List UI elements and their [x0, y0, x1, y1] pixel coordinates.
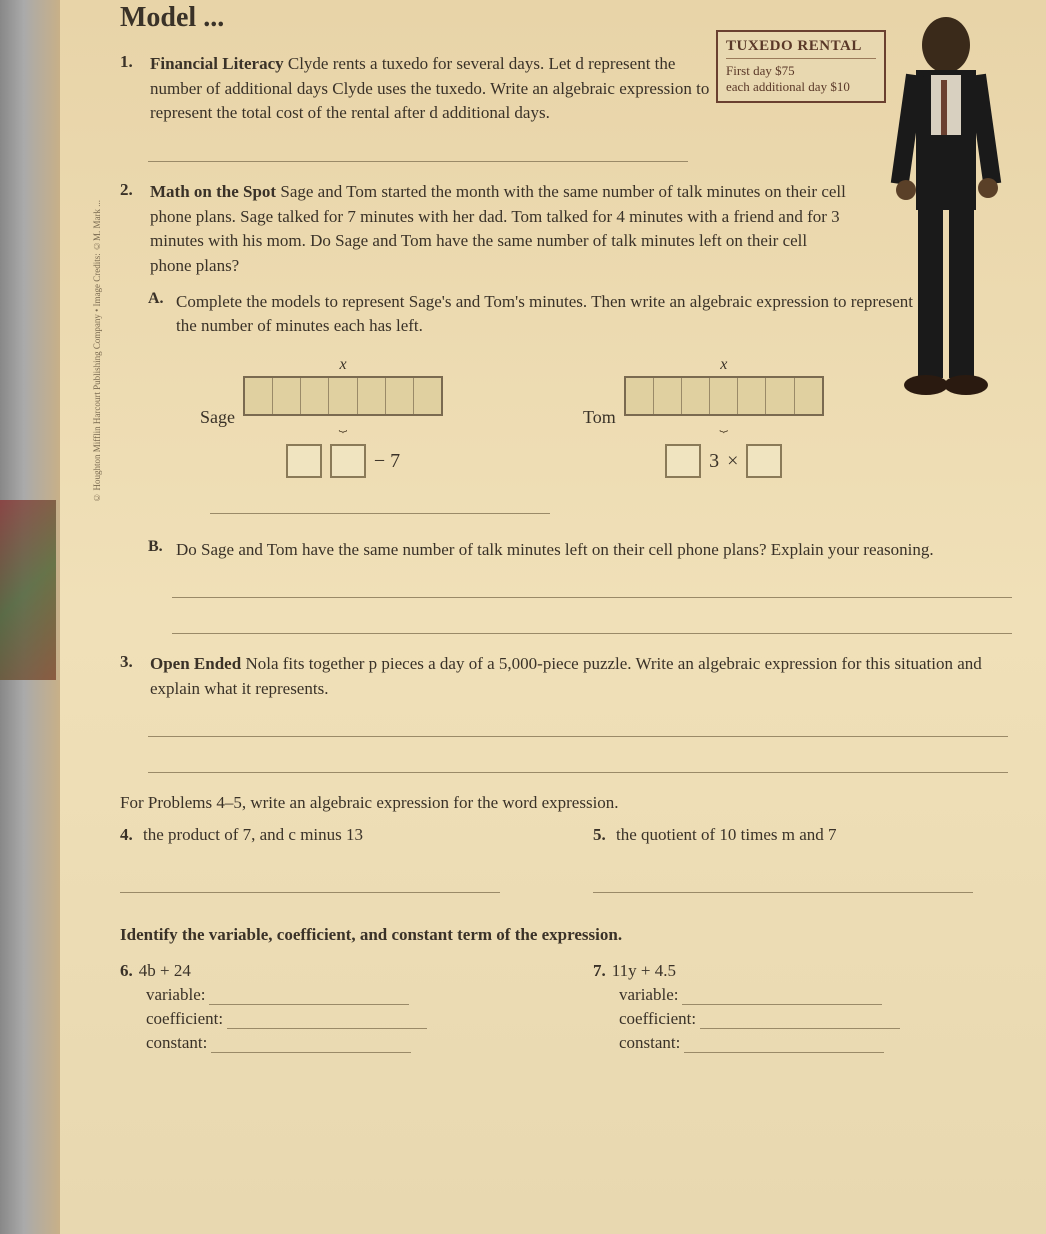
sub-letter: A.	[148, 290, 172, 308]
problem-text: Math on the Spot Sage and Tom started th…	[150, 180, 850, 279]
problems-6-7-row: 6. 4b + 24 variable: coefficient: constan…	[120, 957, 1006, 1057]
section-header-4-5: For Problems 4–5, write an algebraic exp…	[120, 791, 1006, 815]
problem-2b: B. Do Sage and Tom have the same number …	[148, 538, 1006, 562]
answer-blank[interactable]	[211, 1039, 411, 1053]
label-constant: constant:	[619, 1033, 680, 1052]
problem-text: Financial Literacy Clyde rents a tuxedo …	[150, 52, 710, 126]
answer-blank[interactable]	[227, 1015, 427, 1029]
answer-blank[interactable]	[120, 871, 500, 893]
problem-number: 2.	[120, 180, 146, 200]
problem-lead: Financial Literacy	[150, 54, 284, 73]
problems-4-5-row: 4. the product of 7, and c minus 13 5. t…	[120, 825, 1006, 897]
tom-model: Tom x ⏟ 3 ×	[583, 356, 824, 478]
answer-blank[interactable]	[210, 492, 550, 514]
answer-blank[interactable]	[148, 751, 1008, 773]
sub-letter: B.	[148, 538, 172, 556]
tom-expression: 3 ×	[624, 444, 824, 478]
page-binding-edge	[0, 0, 60, 1234]
publisher-credit: © Houghton Mifflin Harcourt Publishing C…	[92, 200, 102, 503]
problem-4: 4. the product of 7, and c minus 13	[120, 825, 533, 897]
answer-box[interactable]	[665, 444, 701, 478]
sub-text: Do Sage and Tom have the same number of …	[176, 538, 996, 562]
man-in-tuxedo-illustration	[876, 10, 1016, 410]
problem-text: the product of 7, and c minus 13	[143, 825, 363, 844]
expr-mid: 3	[709, 450, 719, 473]
tuxedo-line2: each additional day $10	[726, 79, 876, 95]
answer-box[interactable]	[746, 444, 782, 478]
sage-model: Sage x ⏟ − 7	[200, 356, 443, 478]
problem-text: the quotient of 10 times m and 7	[616, 825, 837, 844]
tom-var: x	[624, 356, 824, 374]
label-coefficient: coefficient:	[146, 1009, 223, 1028]
problem-5: 5. the quotient of 10 times m and 7	[593, 825, 1006, 897]
problem-7: 7. 11y + 4.5 variable: coefficient: const…	[593, 957, 1006, 1057]
textbook-page: © Houghton Mifflin Harcourt Publishing C…	[60, 0, 1046, 1234]
problem-expr: 4b + 24	[139, 961, 191, 980]
sage-bar	[243, 376, 443, 416]
problem-expr: 11y + 4.5	[612, 961, 676, 980]
tuxedo-rental-info-box: TUXEDO RENTAL First day $75 each additio…	[716, 30, 886, 103]
problem-number: 3.	[120, 652, 146, 672]
tom-bar	[624, 376, 824, 416]
sage-var: x	[243, 356, 443, 374]
problem-number: 5.	[593, 825, 606, 844]
problem-6: 6. 4b + 24 variable: coefficient: constan…	[120, 957, 533, 1057]
tom-label: Tom	[583, 407, 616, 428]
answer-blank[interactable]	[148, 140, 688, 162]
sage-brace: ⏟	[243, 418, 443, 434]
label-variable: variable:	[146, 985, 205, 1004]
tom-brace: ⏟	[624, 418, 824, 434]
label-constant: constant:	[146, 1033, 207, 1052]
answer-blank[interactable]	[148, 715, 1008, 737]
answer-blank[interactable]	[172, 612, 1012, 634]
problem-lead: Math on the Spot	[150, 182, 276, 201]
problem-number: 1.	[120, 52, 146, 72]
section-header-6-7: Identify the variable, coefficient, and …	[120, 923, 1006, 947]
answer-blank[interactable]	[593, 871, 973, 893]
answer-blank[interactable]	[209, 991, 409, 1005]
answer-blank[interactable]	[172, 576, 1012, 598]
answer-blank[interactable]	[684, 1039, 884, 1053]
tuxedo-title: TUXEDO RENTAL	[726, 38, 876, 59]
problem-number: 4.	[120, 825, 133, 844]
prev-page-thumbnail	[0, 500, 56, 680]
sage-expression: − 7	[243, 444, 443, 478]
problem-3: 3. Open Ended Nola fits together p piece…	[120, 652, 1006, 773]
answer-box[interactable]	[330, 444, 366, 478]
problem-text: Open Ended Nola fits together p pieces a…	[150, 652, 990, 701]
answer-box[interactable]	[286, 444, 322, 478]
sage-label: Sage	[200, 407, 235, 428]
problem-2: 2. Math on the Spot Sage and Tom started…	[120, 180, 1006, 634]
sub-text: Complete the models to represent Sage's …	[176, 290, 936, 338]
expr-op: ×	[727, 450, 738, 473]
problem-lead: Open Ended	[150, 654, 241, 673]
answer-blank[interactable]	[682, 991, 882, 1005]
expr-text: − 7	[374, 450, 400, 473]
problem-number: 6.	[120, 961, 133, 980]
tuxedo-line1: First day $75	[726, 63, 876, 79]
label-variable: variable:	[619, 985, 678, 1004]
problem-number: 7.	[593, 961, 606, 980]
answer-blank[interactable]	[700, 1015, 900, 1029]
label-coefficient: coefficient:	[619, 1009, 696, 1028]
